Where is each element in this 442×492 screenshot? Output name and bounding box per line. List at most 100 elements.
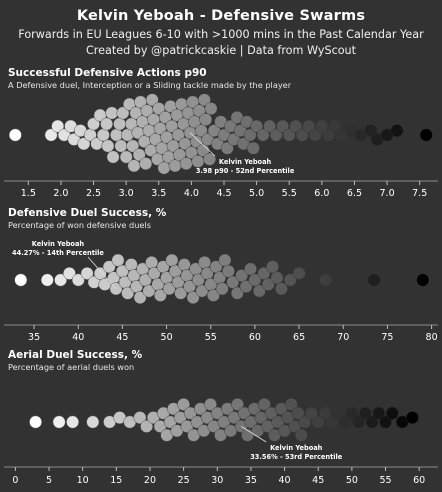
swarm-point: [52, 415, 66, 429]
annotation-player-value: 3.98 p90 - 52nd Percentile: [196, 167, 295, 175]
swarm-point: [121, 286, 135, 300]
swarm-point: [174, 286, 188, 300]
swarm-point: [157, 161, 171, 175]
swarm-point: [121, 128, 134, 142]
chart-credit: Created by @patrickcaskie | Data from Wy…: [85, 44, 357, 57]
x-tick-label: 20: [144, 475, 156, 486]
swarm-point: [405, 411, 419, 424]
x-tick-label: 4.0: [184, 188, 199, 199]
x-tick-label: 70: [337, 332, 349, 343]
swarm-point: [153, 288, 167, 302]
swarm-point: [261, 277, 275, 291]
annotation-player-value: 44.27% - 14th Percentile: [12, 249, 104, 257]
x-tick-label: 55: [379, 475, 391, 486]
x-tick-label: 1.5: [21, 188, 36, 199]
swarm-point: [358, 406, 372, 420]
annotation-player-name: Kelvin Yeboah: [270, 444, 323, 452]
annotation-player-name: Kelvin Yeboah: [32, 240, 85, 248]
swarm-point: [244, 262, 257, 276]
swarm-point: [325, 415, 339, 429]
x-tick-label: 7.0: [380, 188, 395, 199]
swarm-point: [195, 284, 209, 298]
swarm-point: [266, 260, 279, 274]
swarm-point: [220, 141, 234, 155]
x-tick-label: 45: [116, 332, 128, 343]
x-tick-label: 75: [381, 332, 393, 343]
swarm-point: [282, 128, 296, 142]
swarm-point: [139, 157, 153, 171]
x-tick-label: 6.0: [314, 188, 329, 199]
swarm-point: [311, 415, 325, 429]
swarm-point: [132, 148, 146, 162]
panel-title: Defensive Duel Success, %: [8, 207, 167, 219]
swarm-point: [80, 266, 94, 280]
x-tick-label: 65: [293, 332, 305, 343]
swarm-point: [71, 273, 85, 287]
swarm-panel-3: Aerial Duel Success, %Percentage of aeri…: [4, 349, 438, 486]
swarm-point: [294, 428, 308, 442]
swarm-point: [215, 282, 229, 296]
swarm-point: [292, 266, 306, 280]
swarm-point: [44, 128, 58, 142]
x-tick-label: 40: [72, 332, 84, 343]
swarm-point: [319, 273, 332, 287]
x-tick-label: 3.0: [119, 188, 134, 199]
swarm-point: [191, 154, 205, 168]
swarm-point: [124, 258, 138, 271]
panel-title: Aerial Duel Success, %: [8, 349, 143, 361]
swarm-point: [162, 282, 176, 296]
swarm-point: [119, 150, 133, 164]
swarm-point: [305, 406, 318, 420]
swarm-point: [250, 119, 264, 133]
swarm-point: [96, 128, 110, 142]
annotation-player-value: 33.56% - 53rd Percentile: [250, 453, 343, 461]
swarm-point: [197, 93, 211, 107]
swarm-point: [204, 102, 218, 116]
chart-subtitle: Forwards in EU Leagues 6-10 with >1000 m…: [18, 28, 424, 41]
swarm-point: [318, 406, 332, 420]
swarm-point: [379, 415, 392, 429]
x-tick-label: 5.0: [249, 188, 264, 199]
swarm-point: [352, 415, 365, 429]
x-tick-label: 55: [205, 332, 217, 343]
swarm-point: [372, 406, 386, 420]
swarm-point: [295, 128, 309, 142]
swarm-point: [206, 288, 220, 302]
swarm-point: [226, 275, 240, 289]
swarm-point: [302, 119, 316, 133]
swarm-point: [416, 273, 430, 287]
swarm-point: [246, 141, 260, 155]
swarm-point: [133, 411, 147, 424]
x-tick-label: 30: [211, 475, 223, 486]
swarm-point: [199, 113, 213, 127]
swarm-point: [186, 291, 200, 304]
swarm-point: [235, 269, 249, 282]
x-tick-label: 60: [249, 332, 261, 343]
panel-title: Successful Defensive Actions p90: [8, 67, 207, 79]
x-tick-label: 25: [178, 475, 190, 486]
swarm-point: [179, 157, 193, 171]
annotation-player-name: Kelvin Yeboah: [219, 158, 272, 166]
x-tick-label: 35: [28, 332, 40, 343]
swarm-point: [298, 415, 312, 429]
swarm-point: [93, 266, 107, 280]
swarm-point: [365, 415, 379, 429]
swarm-point: [239, 280, 253, 293]
swarm-point: [276, 119, 290, 133]
annotation-leader: [189, 132, 216, 157]
swarm-point: [321, 128, 335, 142]
swarm-point: [243, 128, 257, 142]
swarm-point: [116, 106, 130, 120]
swarm-panel-2: Defensive Duel Success, %Percentage of w…: [4, 207, 438, 343]
swarm-point: [194, 124, 208, 138]
swarm-point: [252, 284, 266, 298]
swarm-point: [338, 415, 352, 429]
panel-subtitle: Percentage of won defensive duels: [8, 220, 151, 230]
x-tick-label: 5.5: [282, 188, 297, 199]
swarm-point: [367, 273, 381, 287]
swarm-point: [284, 397, 298, 411]
swarm-point: [385, 406, 399, 420]
swarm-point: [218, 253, 232, 267]
swarm-point: [77, 137, 91, 151]
